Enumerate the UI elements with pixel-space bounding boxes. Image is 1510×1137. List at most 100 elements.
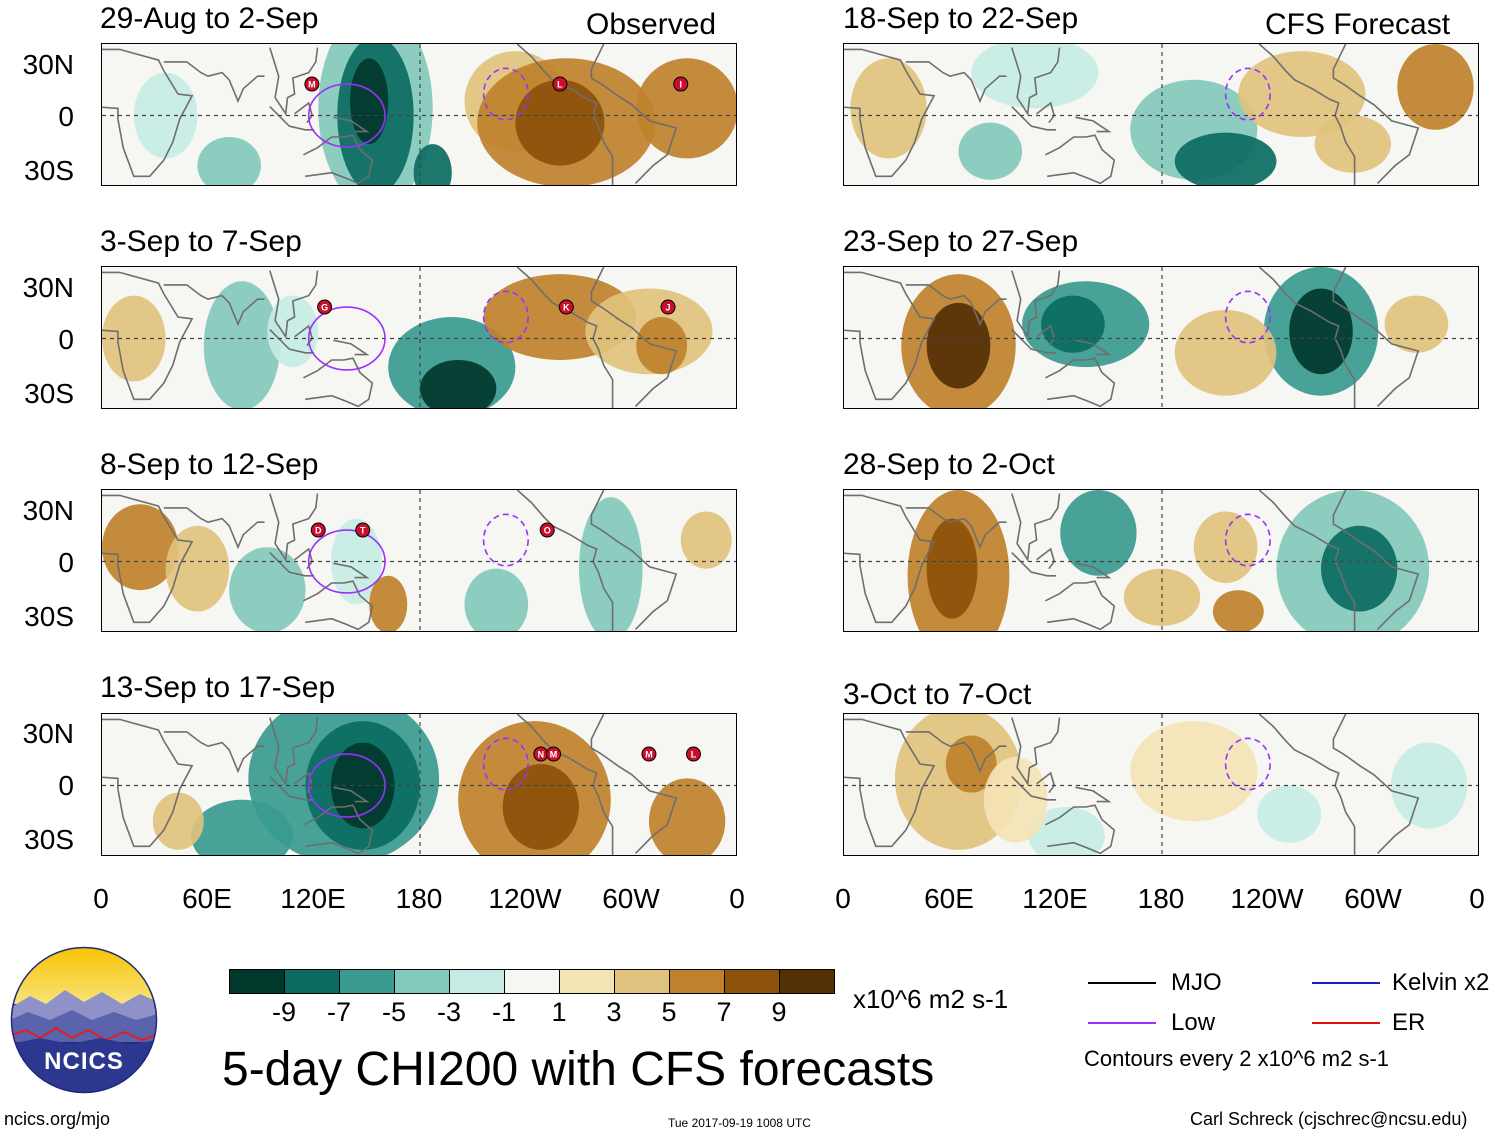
legend-label-low: Low [1171,1009,1216,1036]
anomaly-contour [850,58,927,159]
forecast-label: CFS Forecast [1265,8,1451,41]
legend-line-kelvin [1312,982,1380,984]
coastline [102,718,194,848]
coastline [269,47,319,116]
storm-label: M [308,80,316,90]
coastline [1011,493,1061,562]
coastline [590,44,678,184]
ncics-logo: NCICS [10,946,158,1094]
lat-tick-eq: 0 [58,547,74,578]
coastline [1332,267,1420,407]
coastline [1332,490,1420,630]
colorbar-swatch [394,969,450,994]
anomaly-contour [636,58,736,159]
colorbar-tick-label: 1 [551,997,567,1027]
storm-label: L [691,750,697,760]
coastline [590,490,678,630]
storm-label: K [563,303,570,313]
figure-title: 5-day CHI200 with CFS forecasts [222,1043,935,1096]
coastline [1045,804,1116,855]
anomaly-contour [369,575,408,631]
storm-marker: L [552,76,568,92]
colorbar-swatch [504,969,560,994]
low-contour [482,67,529,121]
coastline [269,270,319,339]
low-contour [1224,513,1271,567]
coastline [269,493,319,562]
anomaly-contour [983,756,1048,843]
storm-label: T [360,526,366,536]
coastline [590,267,678,407]
anomaly-contour [1028,806,1105,855]
anomaly-contour [203,281,281,408]
anomaly-contour [926,518,978,619]
contour-note: Contours every 2 x10^6 m2 s-1 [1084,1046,1390,1071]
panel-title-fcst-4: 3-Oct to 7-Oct [843,678,1032,711]
coastline [1036,547,1056,570]
coastline [905,61,1007,104]
anomaly-contour [1397,44,1474,130]
legend-label-mjo: MJO [1171,969,1222,996]
anomaly-contour [165,525,230,612]
lat-tick-30n: 30N [22,718,74,749]
lon-tick: 120E [1022,883,1088,914]
colorbar-swatch [614,969,670,994]
coastline [269,776,314,801]
coastline [1258,267,1356,408]
coastline [1258,714,1356,855]
logo-text: NCICS [44,1048,124,1075]
coastline [1045,357,1116,408]
panel-title-fcst-2: 23-Sep to 27-Sep [843,225,1079,258]
storm-marker: G [317,299,333,315]
coastline [905,507,1007,550]
colorbar-swatch [779,969,835,994]
lat-tick-30n: 30N [22,495,74,526]
coastline [1011,47,1061,116]
coastline [1011,552,1056,577]
colorbar-swatch [449,969,505,994]
colorbar-tick-label: 9 [771,997,787,1027]
storm-marker: I [673,76,689,92]
coastline [1258,490,1356,631]
lat-tick-30n: 30N [22,272,74,303]
legend-label-kelvin: Kelvin x2 [1392,969,1490,996]
panel-title-obs-4: 13-Sep to 17-Sep [100,671,336,704]
anomaly-contour [1193,511,1258,583]
colorbar-swatch [669,969,725,994]
storm-marker: J [660,299,676,315]
storm-label: G [321,303,328,313]
panel-title-obs-1: 29-Aug to 2-Sep [100,2,319,35]
anomaly-contour [502,764,579,850]
site-url[interactable]: ncics.org/mjo [4,1109,111,1129]
coastline [1011,329,1056,354]
anomaly-contour [926,302,991,389]
colorbar-tick-label: -3 [436,997,461,1027]
coastline [1332,714,1420,854]
anomaly-contour [1289,288,1353,375]
lat-tick-30s: 30S [24,378,74,409]
coastline [1258,44,1356,185]
colorbar-tick-label: -5 [381,997,406,1027]
lon-tick: 0 [1469,883,1485,914]
low-contour [482,737,529,791]
lat-tick-30s: 30S [24,601,74,632]
storm-marker: N [533,746,549,762]
coastline [590,714,678,854]
colorbar-swatch [559,969,615,994]
colorbar-tick-label: -9 [271,997,296,1027]
storm-marker: M [546,746,562,762]
coastline [1036,324,1056,347]
coastline [905,731,1007,774]
coastline [269,717,319,786]
anomaly-contour [1060,490,1137,576]
lon-tick: 180 [395,883,443,914]
coastline [333,562,370,579]
anomaly-contour [636,317,688,375]
storm-marker: T [355,522,371,538]
coastline [163,61,265,104]
lat-tick-eq: 0 [58,770,74,801]
author-credit: Carl Schreck (cjschrec@ncsu.edu) [1190,1109,1468,1129]
